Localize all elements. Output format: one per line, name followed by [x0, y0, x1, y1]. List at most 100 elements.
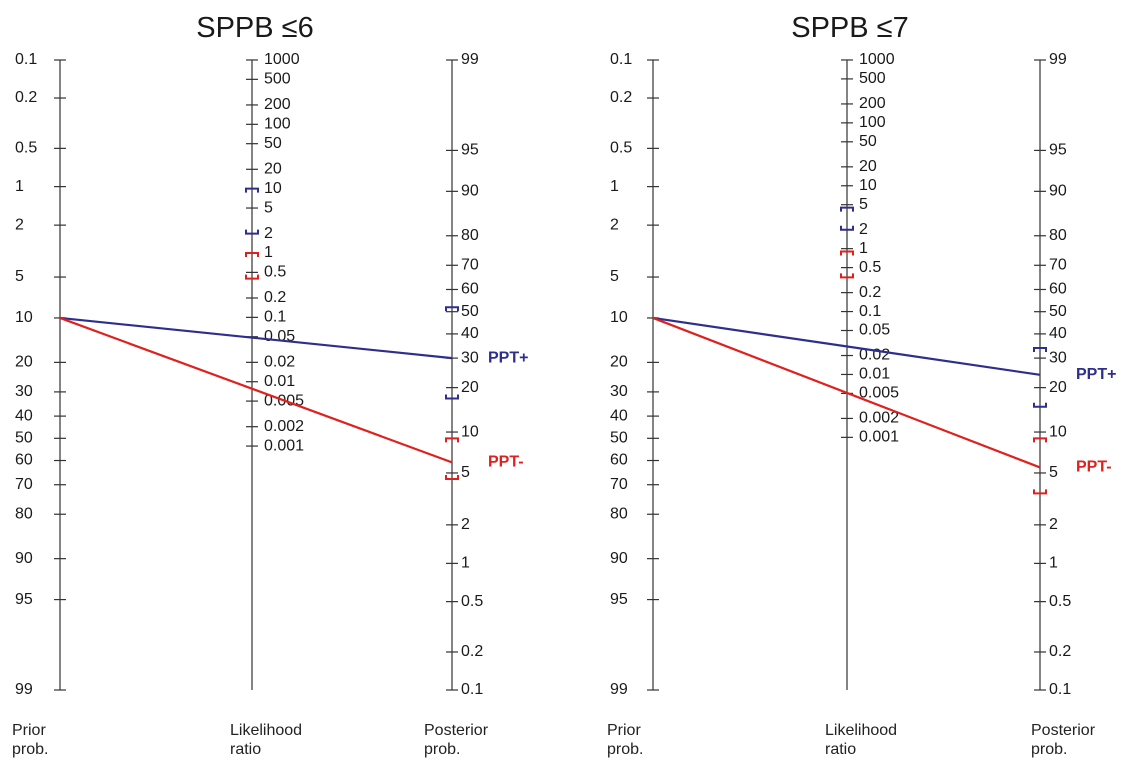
posterior-tick-label: 10 — [461, 423, 479, 440]
posterior-tick-label: 2 — [1049, 516, 1058, 533]
prior-tick-label: 95 — [15, 591, 33, 608]
likelihood-tick-label: 0.01 — [859, 366, 890, 383]
series-label: PPT+ — [488, 349, 528, 366]
posterior-ci-upper-cap — [1033, 437, 1047, 443]
prior-axis-label-line1: Prior — [12, 722, 46, 739]
prior-tick-label: 90 — [610, 550, 628, 567]
posterior-tick-label: 0.1 — [461, 681, 483, 698]
posterior-tick-label: 99 — [461, 51, 479, 68]
prior-axis-label: Prior prob. — [12, 721, 48, 759]
likelihood-tick-label: 0.005 — [859, 385, 899, 402]
series-ppt-plus: PPT+ — [652, 206, 1116, 408]
lr-ci-lower-cap — [245, 229, 259, 235]
prior-tick-label: 2 — [15, 216, 24, 233]
prior-tick-label: 1 — [610, 178, 619, 195]
prior-axis-label-line2: prob. — [12, 741, 49, 758]
likelihood-tick-label: 0.001 — [859, 429, 899, 446]
likelihood-tick-label: 100 — [859, 114, 886, 131]
likelihood-axis-label-line2: ratio — [825, 741, 857, 758]
prior-axis-label-line2: prob. — [607, 741, 644, 758]
posterior-ci-lower-cap — [445, 475, 459, 481]
prior-tick-label: 0.2 — [15, 89, 37, 106]
series-line — [652, 316, 1041, 376]
prior-tick-label: 40 — [610, 407, 628, 424]
nomogram-plot: 0.1 0.2 0.5 1 2 5 10 20 30 40 50 60 70 80 90 95 99 99 95 90… — [15, 51, 528, 698]
likelihood-tick-label: 0.002 — [264, 418, 304, 435]
series-line — [59, 316, 453, 464]
lr-ci-lower-cap — [840, 225, 854, 231]
likelihood-tick-label: 0.2 — [859, 284, 881, 301]
likelihood-tick-label: 0.001 — [264, 437, 304, 454]
posterior-tick-label: 2 — [461, 516, 470, 533]
prior-tick-label: 1 — [15, 178, 24, 195]
prior-tick-label: 0.2 — [610, 89, 632, 106]
prior-axis-label: Prior prob. — [607, 721, 643, 759]
likelihood-axis-label: Likelihood ratio — [230, 721, 302, 759]
posterior-tick-label: 0.5 — [1049, 593, 1071, 610]
lr-ci-upper-cap — [840, 206, 854, 212]
posterior-ci-lower-cap — [1033, 402, 1047, 408]
lr-ci-upper-cap — [245, 187, 259, 193]
posterior-axis-label-line2: prob. — [1031, 741, 1068, 758]
likelihood-tick-label: 50 — [859, 133, 877, 150]
posterior-tick-label: 90 — [1049, 183, 1067, 200]
posterior-ci-lower-cap — [445, 394, 459, 400]
prior-tick-label: 99 — [15, 681, 33, 698]
prior-tick-label: 60 — [15, 452, 33, 469]
prior-tick-label: 0.5 — [610, 140, 632, 157]
prior-tick-label: 95 — [610, 591, 628, 608]
prior-tick-label: 40 — [15, 407, 33, 424]
prior-tick-label: 0.1 — [610, 51, 632, 68]
prior-tick-label: 30 — [610, 383, 628, 400]
prior-tick-label: 10 — [610, 309, 628, 326]
lr-ci-upper-cap — [245, 252, 259, 258]
posterior-tick-label: 0.2 — [461, 643, 483, 660]
posterior-axis-label-line1: Posterior — [424, 722, 489, 739]
lr-ci-lower-cap — [840, 273, 854, 279]
likelihood-tick-label: 100 — [264, 116, 291, 133]
posterior-tick-label: 30 — [1049, 349, 1067, 366]
likelihood-tick-label: 2 — [859, 221, 868, 238]
likelihood-tick-label: 0.02 — [264, 354, 295, 371]
likelihood-axis-label-line1: Likelihood — [825, 722, 898, 739]
posterior-tick-label: 95 — [1049, 142, 1067, 159]
posterior-tick-label: 1 — [461, 555, 470, 572]
prior-tick-label: 5 — [15, 268, 24, 285]
prior-tick-label: 50 — [15, 430, 33, 447]
likelihood-tick-label: 500 — [859, 70, 886, 87]
posterior-tick-label: 40 — [461, 325, 479, 342]
prior-tick-label: 90 — [15, 550, 33, 567]
posterior-ci-upper-cap — [1033, 347, 1047, 353]
posterior-tick-label: 99 — [1049, 51, 1067, 68]
posterior-ci-lower-cap — [1033, 489, 1047, 495]
posterior-tick-label: 20 — [1049, 379, 1067, 396]
posterior-tick-label: 80 — [461, 227, 479, 244]
lr-ci-upper-cap — [840, 250, 854, 256]
series-label: PPT+ — [1076, 366, 1116, 383]
prior-tick-label: 0.1 — [15, 51, 37, 68]
likelihood-axis-label-line2: ratio — [230, 741, 262, 758]
posterior-tick-label: 90 — [461, 183, 479, 200]
likelihood-tick-label: 200 — [264, 96, 291, 113]
posterior-tick-label: 10 — [1049, 423, 1067, 440]
likelihood-tick-label: 0.1 — [264, 309, 286, 326]
posterior-axis-label: Posterior prob. — [424, 721, 488, 759]
posterior-tick-label: 60 — [461, 281, 479, 298]
prior-tick-label: 20 — [610, 354, 628, 371]
prior-tick-label: 99 — [610, 681, 628, 698]
likelihood-tick-label: 5 — [264, 199, 273, 216]
posterior-axis-label: Posterior prob. — [1031, 721, 1095, 759]
likelihood-tick-label: 2 — [264, 225, 273, 242]
lr-ci-lower-cap — [245, 274, 259, 280]
likelihood-tick-label: 1 — [859, 240, 868, 257]
nomogram-plot: 0.1 0.2 0.5 1 2 5 10 20 30 40 50 60 70 80 90 95 99 99 95 90… — [610, 51, 1116, 698]
likelihood-tick-label: 0.2 — [264, 289, 286, 306]
posterior-tick-label: 60 — [1049, 281, 1067, 298]
prior-tick-label: 80 — [610, 505, 628, 522]
prior-tick-label: 80 — [15, 505, 33, 522]
likelihood-tick-label: 20 — [859, 158, 877, 175]
prior-tick-label: 70 — [15, 476, 33, 493]
prior-tick-label: 70 — [610, 476, 628, 493]
posterior-tick-label: 50 — [1049, 303, 1067, 320]
posterior-tick-label: 20 — [461, 379, 479, 396]
